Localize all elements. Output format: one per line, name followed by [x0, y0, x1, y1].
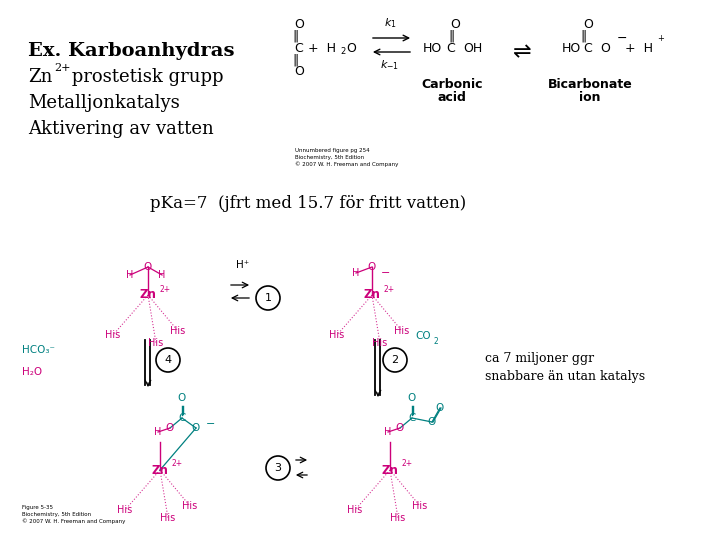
Text: O: O	[294, 18, 304, 31]
Text: Zn: Zn	[28, 68, 53, 86]
Text: Carbonic: Carbonic	[421, 78, 482, 91]
Text: 2+: 2+	[54, 63, 71, 73]
Text: O: O	[600, 42, 610, 55]
Text: $k_1$: $k_1$	[384, 16, 396, 30]
Text: O: O	[428, 417, 436, 427]
Text: His: His	[148, 338, 163, 348]
Text: ‖: ‖	[292, 30, 298, 43]
Text: pKa=7  (jfrt med 15.7 för fritt vatten): pKa=7 (jfrt med 15.7 för fritt vatten)	[150, 195, 467, 212]
Text: ‖: ‖	[292, 54, 298, 67]
Text: snabbare än utan katalys: snabbare än utan katalys	[485, 370, 645, 383]
Text: H₂O: H₂O	[22, 367, 42, 377]
Text: 2: 2	[340, 47, 346, 56]
Text: 2+: 2+	[383, 285, 394, 294]
Text: His: His	[117, 505, 132, 515]
Text: H: H	[352, 268, 360, 278]
Text: H: H	[126, 270, 134, 280]
Text: −: −	[617, 32, 628, 45]
Text: Zn: Zn	[140, 288, 156, 301]
Text: O: O	[436, 403, 444, 413]
Text: ‖: ‖	[581, 30, 587, 43]
Text: 3: 3	[274, 463, 282, 473]
Text: Figure 5-35
Biochemistry, 5th Edition
© 2007 W. H. Freeman and Company: Figure 5-35 Biochemistry, 5th Edition © …	[22, 505, 125, 524]
Text: Ex. Karboanhydras: Ex. Karboanhydras	[28, 42, 235, 60]
Text: HCO₃⁻: HCO₃⁻	[22, 345, 55, 355]
Text: Zn: Zn	[152, 463, 168, 476]
Text: prostetisk grupp: prostetisk grupp	[66, 68, 223, 86]
Text: 2+: 2+	[401, 460, 412, 469]
Text: $k_{-1}$: $k_{-1}$	[380, 58, 400, 72]
Text: Unnumbered figure pg 254
Biochemistry, 5th Edition
© 2007 W. H. Freeman and Comp: Unnumbered figure pg 254 Biochemistry, 5…	[295, 148, 398, 167]
Text: HO: HO	[562, 42, 581, 55]
Text: His: His	[395, 326, 410, 336]
Text: Metalljonkatalys: Metalljonkatalys	[28, 94, 180, 112]
Text: OH: OH	[463, 42, 482, 55]
Text: His: His	[329, 330, 345, 340]
Text: Bicarbonate: Bicarbonate	[548, 78, 632, 91]
Text: Aktivering av vatten: Aktivering av vatten	[28, 120, 214, 138]
Text: C: C	[446, 42, 455, 55]
Text: C: C	[408, 413, 415, 423]
Text: O: O	[396, 423, 404, 433]
Text: 2+: 2+	[171, 460, 182, 469]
Text: H: H	[158, 270, 166, 280]
Text: +  H: + H	[625, 42, 653, 55]
Text: Zn: Zn	[382, 463, 398, 476]
Text: O: O	[294, 65, 304, 78]
Text: CO: CO	[415, 331, 431, 341]
Text: 4: 4	[164, 355, 171, 365]
Text: O: O	[166, 423, 174, 433]
Text: His: His	[347, 505, 363, 515]
Text: ⇌: ⇌	[513, 42, 531, 62]
Text: +  H: + H	[308, 42, 336, 55]
Text: O: O	[450, 18, 460, 31]
Text: His: His	[161, 513, 176, 523]
Text: C: C	[179, 413, 186, 423]
Text: −: −	[382, 268, 391, 278]
Text: ‖: ‖	[448, 30, 454, 43]
Text: H: H	[154, 427, 162, 437]
Text: His: His	[390, 513, 405, 523]
Text: C: C	[294, 42, 303, 55]
Text: O: O	[192, 423, 200, 433]
Text: O: O	[178, 393, 186, 403]
Text: 1: 1	[264, 293, 271, 303]
Text: His: His	[105, 330, 121, 340]
Text: 2: 2	[433, 338, 438, 347]
Text: Zn: Zn	[364, 288, 380, 301]
Text: acid: acid	[438, 91, 467, 104]
Text: His: His	[182, 501, 197, 511]
Text: H⁺: H⁺	[236, 260, 250, 270]
Text: 2+: 2+	[159, 285, 170, 294]
Text: His: His	[171, 326, 186, 336]
Text: His: His	[372, 338, 387, 348]
Text: His: His	[413, 501, 428, 511]
Text: HO: HO	[423, 42, 442, 55]
Text: O: O	[144, 262, 152, 272]
Text: O: O	[583, 18, 593, 31]
Text: ca 7 miljoner ggr: ca 7 miljoner ggr	[485, 352, 594, 365]
Text: O: O	[346, 42, 356, 55]
Text: H: H	[384, 427, 392, 437]
Text: O: O	[368, 262, 376, 272]
Text: +: +	[657, 34, 664, 43]
Text: 2: 2	[392, 355, 399, 365]
Text: −: −	[206, 419, 215, 429]
Text: C: C	[584, 42, 593, 55]
Text: ion: ion	[580, 91, 600, 104]
Text: O: O	[408, 393, 416, 403]
